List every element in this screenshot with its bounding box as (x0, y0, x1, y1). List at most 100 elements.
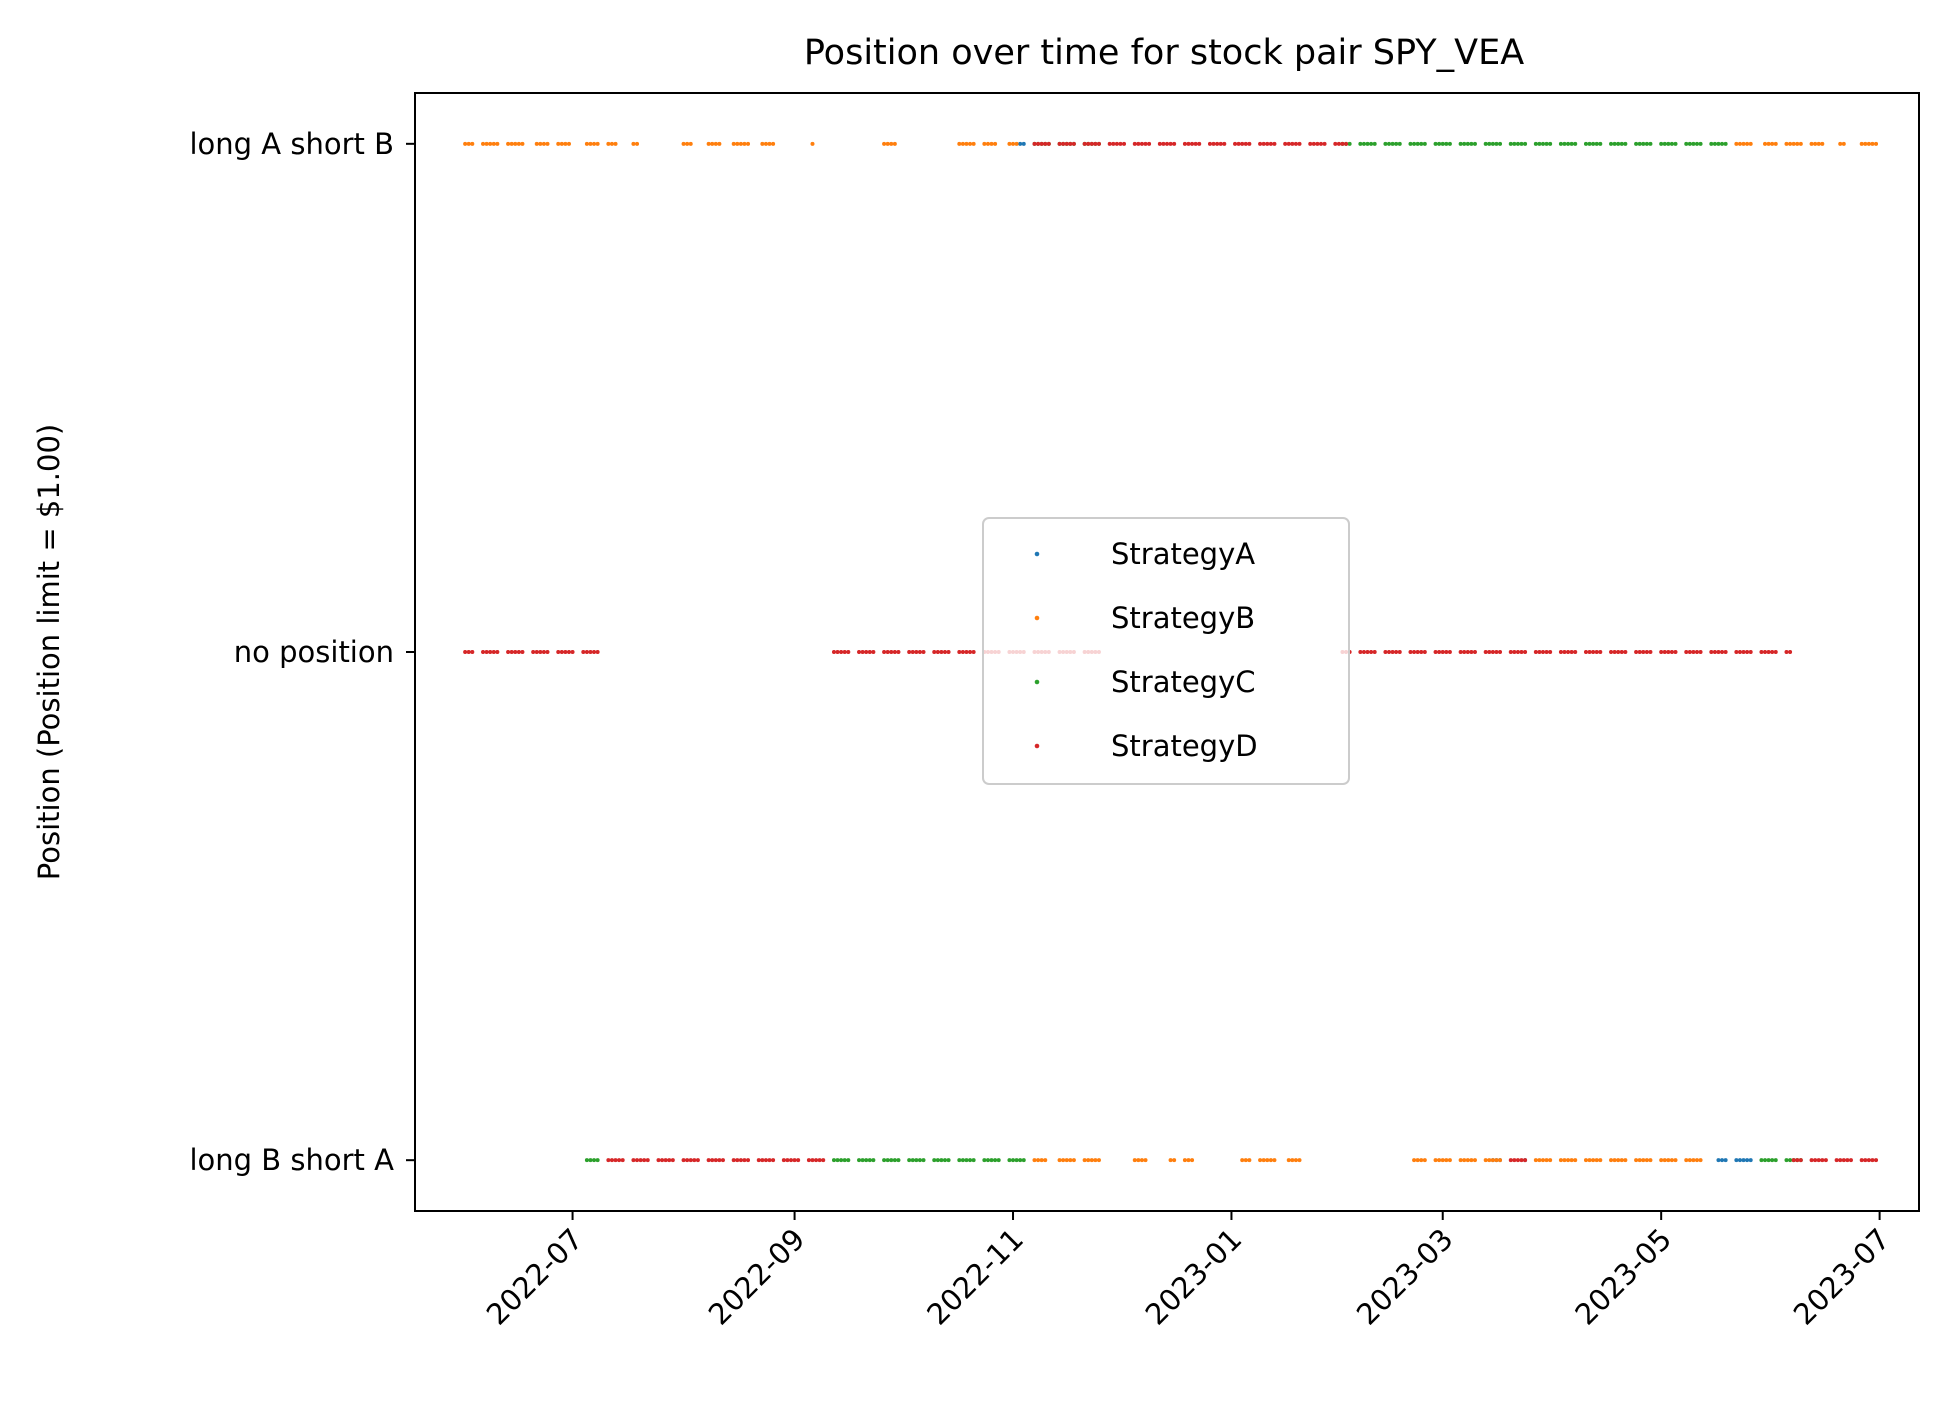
data-point (1472, 141, 1477, 146)
data-point (1673, 141, 1678, 146)
data-point (1387, 141, 1392, 146)
series-StrategyB (463, 141, 1879, 1163)
data-point (1283, 141, 1288, 146)
data-point (592, 1158, 597, 1163)
data-point (871, 649, 876, 654)
data-point (706, 1158, 711, 1163)
data-point (613, 141, 618, 146)
data-point (1788, 141, 1793, 146)
data-point (1322, 141, 1327, 146)
data-point (1716, 141, 1721, 146)
legend-items: StrategyA StrategyB StrategyC StrategyD (1034, 537, 1258, 763)
data-point (735, 1158, 740, 1163)
data-point (1172, 141, 1177, 146)
data-point (1694, 1158, 1699, 1163)
data-point (710, 141, 715, 146)
data-point (1548, 649, 1553, 654)
data-point (1422, 649, 1427, 654)
data-point (785, 1158, 790, 1163)
data-point (1669, 649, 1674, 654)
data-point (541, 141, 546, 146)
data-point (534, 649, 539, 654)
data-point (1419, 649, 1424, 654)
data-point (595, 1158, 600, 1163)
data-point (835, 649, 840, 654)
data-point (1537, 1158, 1542, 1163)
data-point (1458, 649, 1463, 654)
data-point (1616, 649, 1621, 654)
data-point (864, 649, 869, 654)
data-point (509, 141, 514, 146)
data-point (960, 141, 965, 146)
data-point (882, 141, 887, 146)
data-point (1096, 141, 1101, 146)
legend: StrategyA StrategyB StrategyC StrategyD (982, 517, 1350, 785)
data-point (1472, 1158, 1477, 1163)
data-point (1361, 141, 1366, 146)
data-point (556, 141, 561, 146)
data-point (1286, 1158, 1291, 1163)
data-point (1071, 1158, 1076, 1163)
data-point (1265, 141, 1270, 146)
data-point (1766, 141, 1771, 146)
data-point (1290, 1158, 1295, 1163)
data-point (1759, 1158, 1764, 1163)
data-point (1415, 649, 1420, 654)
data-point (695, 1158, 700, 1163)
data-point (720, 1158, 725, 1163)
data-point (1186, 1158, 1191, 1163)
data-point (1687, 649, 1692, 654)
data-point (1662, 141, 1667, 146)
data-point (1182, 141, 1187, 146)
data-point (545, 649, 550, 654)
data-point (917, 649, 922, 654)
data-point (1791, 141, 1796, 146)
data-point (982, 141, 987, 146)
data-point (971, 649, 976, 654)
data-point (1508, 1158, 1513, 1163)
data-point (1462, 649, 1467, 654)
data-point (910, 649, 915, 654)
data-point (921, 649, 926, 654)
data-point (892, 649, 897, 654)
data-point (1816, 1158, 1821, 1163)
data-point (1562, 1158, 1567, 1163)
data-point (1458, 141, 1463, 146)
data-point (1874, 1158, 1879, 1163)
data-point (932, 649, 937, 654)
legend-label: StrategyC (1111, 665, 1256, 699)
data-point (1723, 141, 1728, 146)
data-point (1612, 141, 1617, 146)
data-point (617, 1158, 622, 1163)
data-point (1569, 141, 1574, 146)
data-point (771, 1158, 776, 1163)
data-point (1784, 141, 1789, 146)
data-point (1490, 1158, 1495, 1163)
data-point (763, 141, 768, 146)
data-point (1096, 1158, 1101, 1163)
data-point (1014, 1158, 1019, 1163)
data-point (1071, 141, 1076, 146)
data-point (1469, 1158, 1474, 1163)
data-point (1723, 1158, 1728, 1163)
data-point (1770, 649, 1775, 654)
data-point (1773, 649, 1778, 654)
data-point (1039, 141, 1044, 146)
data-point (738, 1158, 743, 1163)
data-point (993, 1158, 998, 1163)
data-point (960, 649, 965, 654)
data-point (1519, 1158, 1524, 1163)
data-point (1168, 1158, 1173, 1163)
data-point (731, 141, 736, 146)
data-point (1508, 649, 1513, 654)
data-point (1390, 141, 1395, 146)
data-point (1745, 649, 1750, 654)
data-point (1498, 649, 1503, 654)
data-point (1512, 1158, 1517, 1163)
data-point (1694, 141, 1699, 146)
data-point (1759, 649, 1764, 654)
data-point (1318, 141, 1323, 146)
data-point (1057, 1158, 1062, 1163)
data-point (1612, 649, 1617, 654)
data-point (1311, 141, 1316, 146)
